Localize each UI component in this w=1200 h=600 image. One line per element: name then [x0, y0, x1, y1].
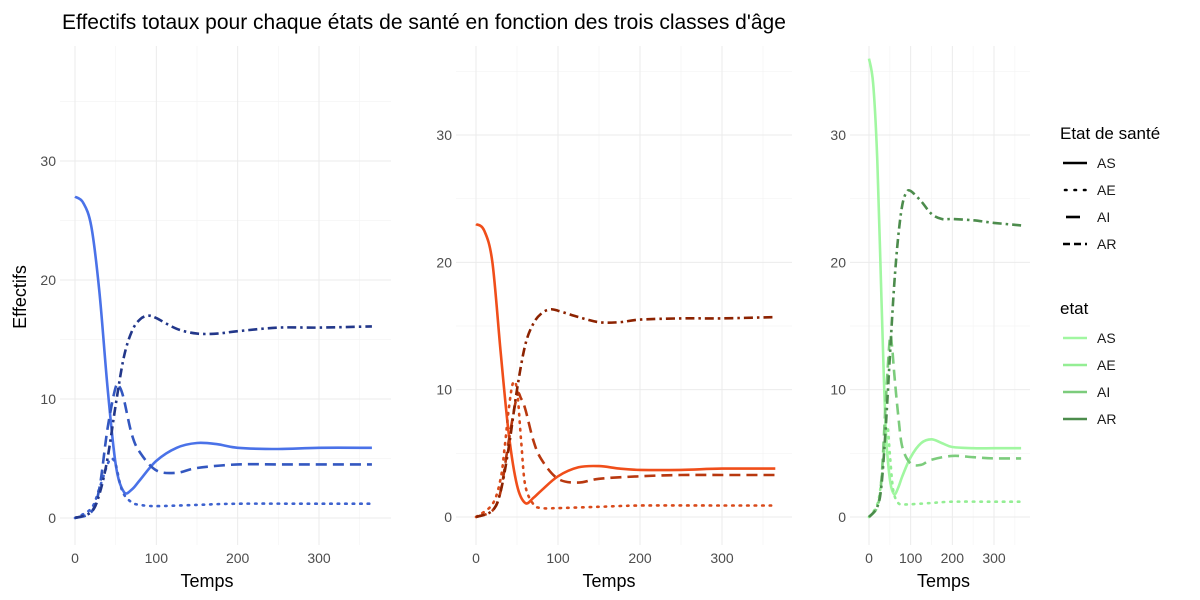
y-tick-label: 10: [40, 391, 56, 407]
y-tick-label: 0: [444, 509, 452, 525]
legend-label-ae: AE: [1097, 357, 1116, 373]
x-axis-title: Temps: [582, 571, 635, 591]
series-line-ai: [867, 333, 1022, 518]
y-tick-label: 20: [830, 254, 846, 270]
y-tick-label: 30: [830, 127, 846, 143]
y-tick-label: 30: [436, 127, 452, 143]
series-line-ar: [74, 314, 372, 520]
chart-title: Effectifs totaux pour chaque états de sa…: [62, 11, 786, 34]
x-tick-label: 300: [307, 550, 331, 566]
legend-label-ai: AI: [1097, 384, 1110, 400]
y-tick-label: 0: [48, 510, 56, 526]
series-line-as: [475, 222, 776, 505]
x-tick-label: 0: [865, 550, 873, 566]
legend-title-state: etat: [1060, 299, 1089, 318]
legend-health-state: Etat de santé AS AE AI AR: [1060, 124, 1160, 252]
series-line-ar: [867, 188, 1022, 518]
series-line-ae: [73, 457, 374, 520]
x-tick-label: 200: [941, 550, 965, 566]
y-axis-title: Effectifs: [10, 265, 30, 329]
y-tick-label: 0: [838, 509, 846, 525]
legend-label-ai: AI: [1097, 209, 1110, 225]
x-tick-label: 100: [145, 550, 169, 566]
x-tick-label: 100: [546, 550, 570, 566]
series-line-ai: [74, 382, 372, 520]
y-tick-label: 10: [436, 382, 452, 398]
y-tick-label: 20: [40, 272, 56, 288]
x-tick-label: 300: [710, 550, 734, 566]
panel-young: 0 100 200 300 0 10 20 30 Temps: [40, 46, 391, 591]
x-tick-label: 200: [226, 550, 250, 566]
series-line-ar: [475, 307, 776, 519]
y-tick-label: 30: [40, 153, 56, 169]
legend-label-as: AS: [1097, 330, 1116, 346]
x-axis-title: Temps: [180, 571, 233, 591]
panel-old: 0 100 200 300 0 10 20 30 Temps: [830, 46, 1030, 591]
legend-title-health-state: Etat de santé: [1060, 124, 1160, 143]
legend-label-ae: AE: [1097, 182, 1116, 198]
x-tick-label: 100: [899, 550, 923, 566]
x-axis-title: Temps: [917, 571, 970, 591]
x-tick-label: 0: [472, 550, 480, 566]
series-line-as: [867, 58, 1022, 496]
legend-label-as: AS: [1097, 155, 1116, 171]
legend-label-ar: AR: [1097, 411, 1116, 427]
y-tick-label: 20: [436, 254, 452, 270]
series-line-as: [74, 195, 372, 495]
y-tick-label: 10: [830, 382, 846, 398]
legend-state-color: etat AS AE AI AR: [1060, 299, 1116, 427]
legend-label-ar: AR: [1097, 236, 1116, 252]
x-tick-label: 200: [628, 550, 652, 566]
x-tick-label: 300: [982, 550, 1006, 566]
panel-adult: 0 100 200 300 0 10 20 30 Temps: [436, 46, 792, 591]
x-tick-label: 0: [71, 550, 79, 566]
series-line-ae: [867, 424, 1023, 519]
